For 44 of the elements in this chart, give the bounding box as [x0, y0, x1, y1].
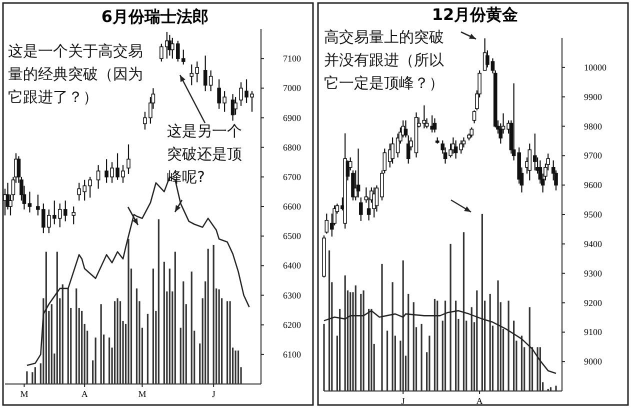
y-tick-label: 9600 [584, 180, 602, 190]
chart-title: 6月份瑞士法郎 [101, 7, 209, 26]
y-tick-label: 9500 [584, 210, 602, 220]
y-tick-label: 10000 [584, 62, 607, 72]
y-tick-label: 6200 [283, 320, 302, 330]
annotation: 高交易量上的突破并没有跟进（所以它一定是顶峰？） [324, 28, 444, 92]
y-tick-label: 9100 [584, 327, 602, 338]
candlestick [359, 196, 363, 222]
y-tick-label: 9700 [584, 150, 602, 161]
y-tick-label: 6400 [283, 260, 302, 271]
y-tick-label: 9300 [584, 268, 602, 278]
x-tick-label: M [20, 389, 28, 399]
chart-title: 12月份黄金 [432, 5, 518, 24]
y-tick-label: 6100 [283, 349, 302, 360]
candlestick [96, 164, 100, 190]
x-tick-label: A [81, 389, 88, 399]
y-tick-label: 6600 [283, 202, 302, 212]
y-tick-label: 6900 [283, 112, 302, 123]
candlestick [72, 206, 76, 225]
candlestick [126, 144, 130, 175]
y-tick-label: 9400 [584, 238, 602, 249]
candlestick [28, 191, 32, 213]
y-tick-label: 9200 [584, 298, 602, 308]
line-series [323, 310, 557, 374]
candlestick [472, 110, 476, 124]
annotation: 这是另一个突破还是顶峰呢? [167, 122, 242, 186]
annotation: 这是一个关于高交易量的经典突破（因为它跟进了？） [8, 42, 143, 106]
candlestick [208, 70, 213, 92]
candlestick [470, 126, 474, 138]
y-tick-label: 9800 [584, 121, 602, 132]
y-tick-label: 9000 [584, 356, 602, 367]
x-tick-label: M [138, 389, 146, 399]
candlestick [432, 118, 437, 133]
y-tick-label: 6300 [283, 290, 302, 300]
y-tick-label: 7100 [283, 54, 302, 64]
candlestick [203, 55, 208, 92]
x-tick-label: J [212, 389, 216, 399]
x-tick-label: J [401, 396, 406, 406]
x-tick-label: A [476, 396, 484, 406]
y-tick-label: 6800 [283, 142, 302, 152]
y-tick-label: 6700 [283, 172, 302, 182]
y-tick-label: 6500 [283, 231, 302, 242]
y-tick-label: 9900 [584, 92, 602, 102]
y-tick-label: 7000 [283, 83, 302, 94]
